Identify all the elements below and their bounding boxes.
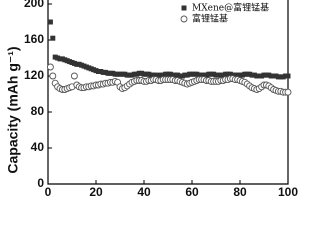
point	[285, 73, 291, 79]
y-tick-label: 80	[31, 104, 45, 118]
y-axis-label: Capacity (mAh g⁻¹)	[5, 46, 21, 173]
chart: Capacity (mAh g⁻¹) 0 40 80 120 160 200 0 20 40 60…	[5, 0, 298, 199]
y-tick-label: 40	[31, 140, 45, 154]
axis-frame	[47, 0, 289, 185]
x-tick-label: 100	[278, 185, 298, 199]
x-tick-label: 0	[45, 185, 52, 199]
legend-label: MXene@富锂锰基	[192, 2, 269, 14]
legend-label: 富锂锰基	[192, 13, 228, 25]
point	[284, 88, 292, 96]
y-tick-label: 160	[24, 32, 44, 46]
legend-marker	[180, 15, 188, 23]
y-tick-label: 0	[37, 176, 44, 190]
y-tick-label: 200	[24, 0, 44, 10]
point	[49, 72, 57, 80]
x-tick-label: 40	[137, 185, 151, 199]
x-tick-label: 60	[185, 185, 199, 199]
x-tick-label: 80	[233, 185, 247, 199]
point	[46, 63, 54, 71]
y-tick-label: 120	[24, 68, 44, 82]
point	[47, 19, 53, 25]
point	[70, 72, 78, 80]
legend-marker	[181, 5, 187, 11]
x-tick-label: 20	[89, 185, 103, 199]
point	[50, 35, 56, 41]
